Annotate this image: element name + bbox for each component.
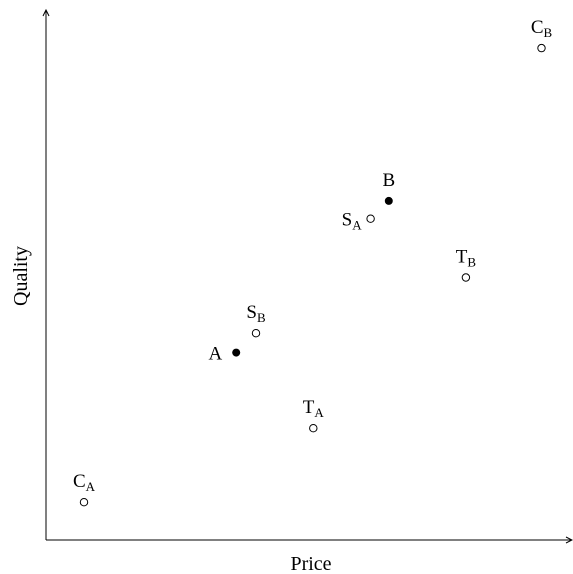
x-axis-arrowhead	[565, 536, 573, 544]
point-label-subscript: B	[467, 255, 476, 270]
point-label-subscript: B	[544, 25, 553, 40]
point-b: B	[382, 170, 395, 205]
point-label: CA	[73, 471, 96, 494]
point-marker	[232, 348, 241, 357]
point-sb: SB	[246, 302, 266, 338]
point-tb: TB	[456, 247, 477, 282]
point-label-subscript: A	[86, 479, 96, 494]
point-a: A	[208, 344, 241, 365]
y-axis-arrowhead	[42, 8, 50, 17]
point-label-main: S	[342, 210, 353, 231]
point-label-main: T	[303, 397, 315, 418]
point-label: TB	[456, 247, 477, 270]
point-label: TA	[303, 397, 325, 420]
point-marker	[79, 498, 89, 507]
point-label-main: B	[382, 170, 395, 191]
point-cb: CB	[531, 17, 553, 53]
x-axis-title: Price	[290, 553, 331, 574]
point-marker	[537, 43, 546, 53]
point-marker	[251, 329, 261, 338]
point-sa: SA	[342, 210, 375, 233]
point-label-main: C	[73, 471, 86, 492]
point-marker	[366, 214, 375, 223]
point-marker	[461, 273, 471, 282]
point-ca: CA	[73, 471, 96, 507]
axes	[42, 8, 573, 544]
point-label-main: A	[208, 344, 222, 365]
point-label: A	[208, 344, 222, 365]
point-marker	[309, 424, 318, 433]
point-label-main: S	[246, 302, 257, 323]
point-label-main: C	[531, 17, 544, 38]
point-label-subscript: A	[352, 218, 362, 233]
point-label-subscript: A	[314, 405, 324, 420]
point-label: SA	[342, 210, 363, 233]
point-label-subscript: B	[257, 310, 266, 325]
point-marker	[384, 196, 393, 205]
point-label: B	[382, 170, 395, 191]
point-label: SB	[246, 302, 266, 325]
point-label-main: T	[456, 247, 468, 268]
y-axis-title: Quality	[10, 246, 32, 306]
point-label: CB	[531, 17, 553, 40]
point-ta: TA	[303, 397, 325, 433]
